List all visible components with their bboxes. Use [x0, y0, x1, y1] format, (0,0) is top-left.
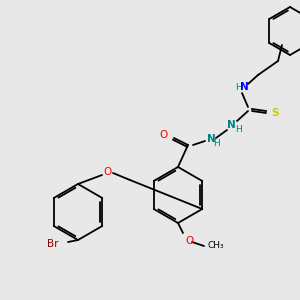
Text: N: N [226, 120, 236, 130]
Text: N: N [240, 82, 248, 92]
Text: O: O [185, 236, 193, 246]
Text: O: O [104, 167, 112, 177]
Text: Br: Br [46, 239, 58, 249]
Text: S: S [271, 108, 279, 118]
Text: N: N [207, 134, 215, 144]
Text: O: O [160, 130, 168, 140]
Text: CH₃: CH₃ [208, 242, 224, 250]
Text: H: H [214, 140, 220, 148]
Text: H: H [236, 125, 242, 134]
Text: H: H [235, 82, 242, 91]
